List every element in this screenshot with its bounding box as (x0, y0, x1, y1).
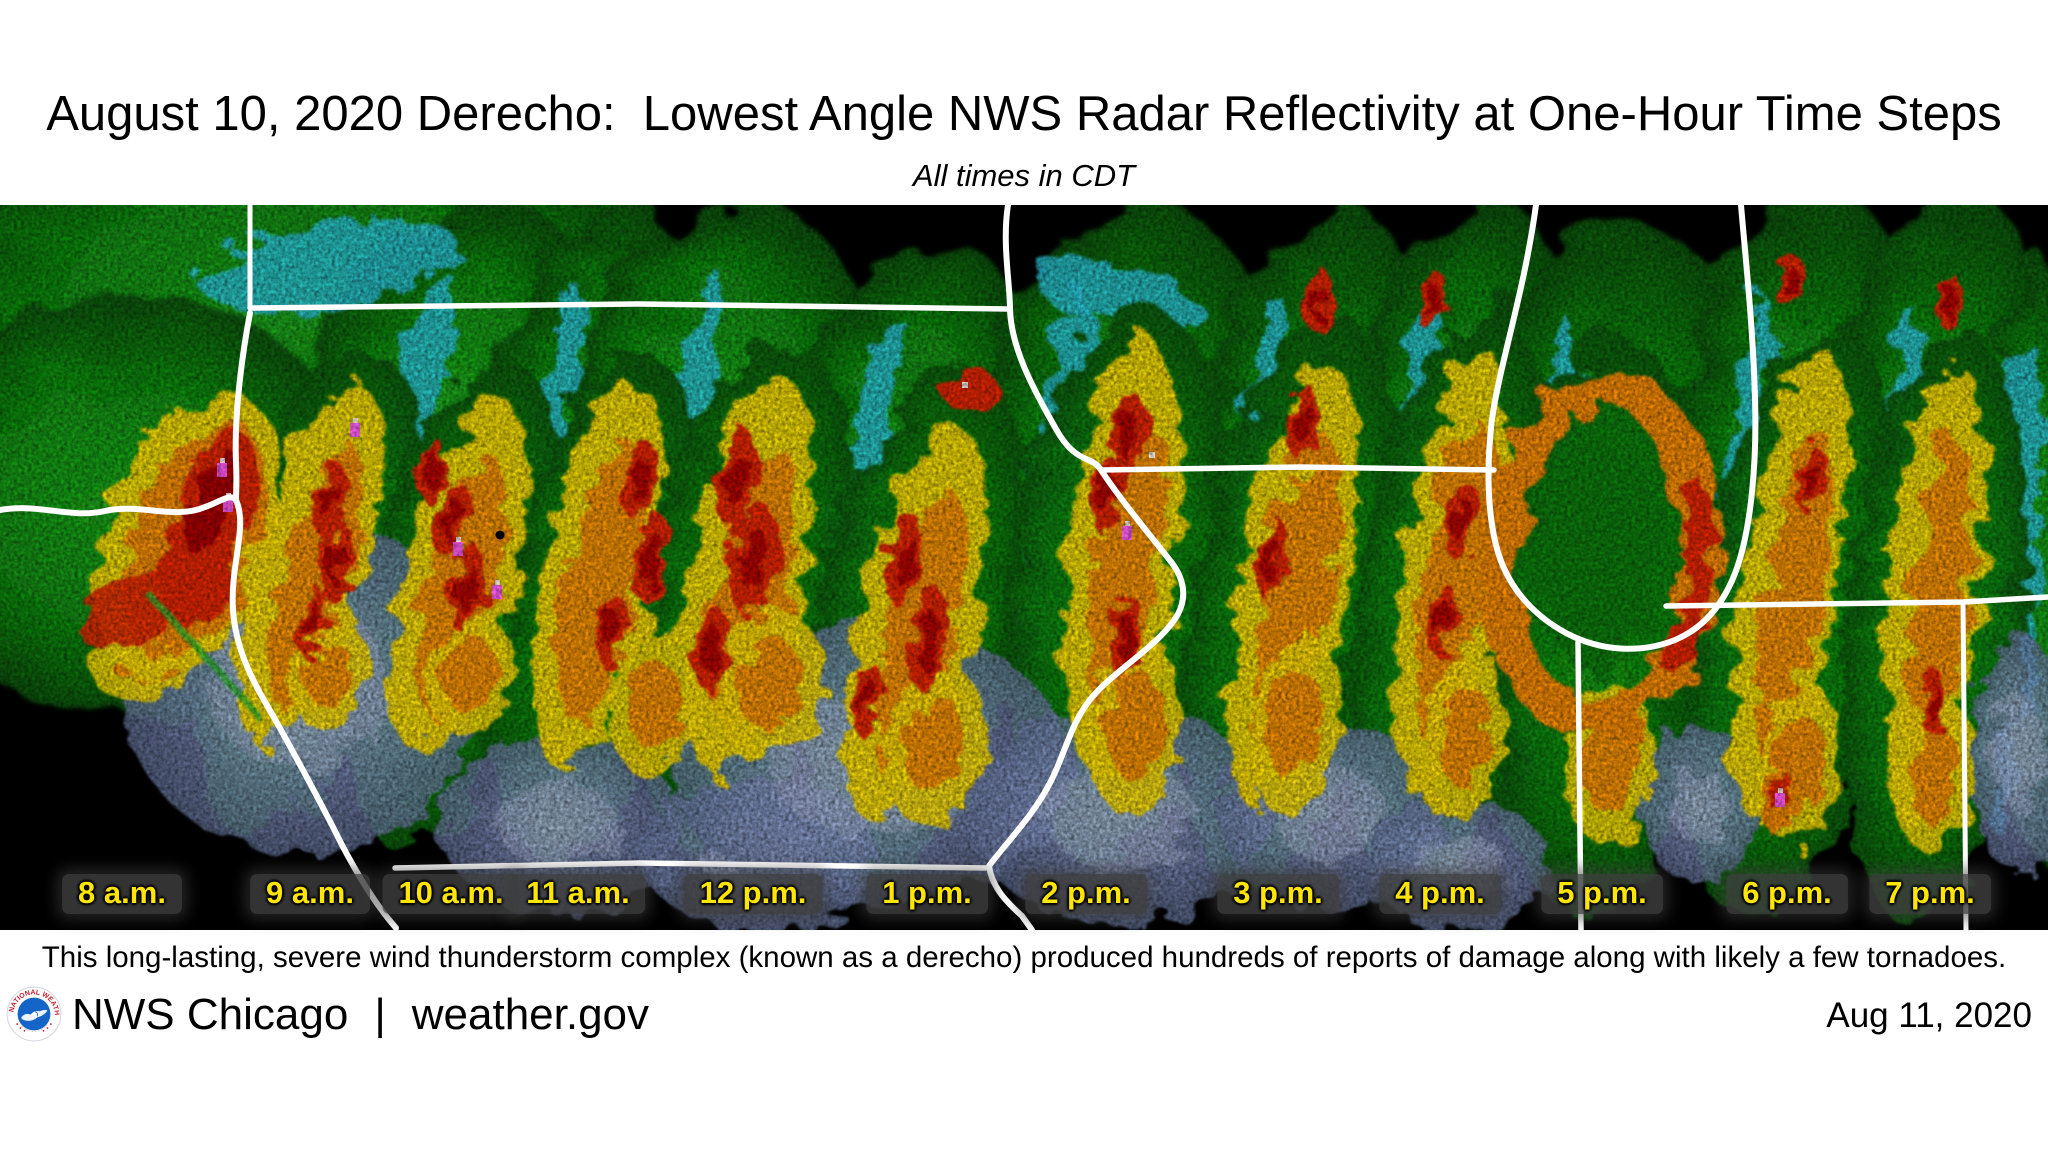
page-title: August 10, 2020 Derecho: Lowest Angle NW… (46, 87, 2002, 141)
time-label-6pm: 6 p.m. (1726, 874, 1848, 914)
border-mn-ia (247, 301, 1011, 312)
radar-noise-texture (0, 205, 2048, 930)
footer-agency: NWS Chicago (72, 990, 349, 1039)
time-label-2pm: 2 p.m. (1025, 874, 1147, 914)
time-label-1pm: 1 p.m. (866, 874, 988, 914)
time-label-10am: 10 a.m. (382, 874, 520, 914)
caption-text: This long-lasting, severe wind thunderst… (41, 941, 2007, 974)
time-label-8am: 8 a.m. (62, 874, 182, 914)
time-label-5pm: 5 p.m. (1541, 874, 1663, 914)
nws-logo-icon: NATIONAL WEATHER SERVICE (6, 986, 62, 1042)
page-subtitle: All times in CDT (912, 158, 1136, 193)
radar-composite-map: 8 a.m. 9 a.m. 10 a.m. 11 a.m. 12 p.m. 1 p.m. 2… (0, 205, 2048, 930)
time-label-3pm: 3 p.m. (1217, 874, 1339, 914)
footer: NATIONAL WEATHER SERVICE NWS Chicago | wea… (0, 984, 2048, 1054)
time-label-11am: 11 a.m. (510, 874, 646, 914)
time-label-12pm: 12 p.m. (683, 874, 823, 914)
radar-reflectivity-canvas (0, 205, 2048, 930)
footer-separator: | (374, 990, 386, 1039)
time-label-4pm: 4 p.m. (1379, 874, 1501, 914)
time-label-9am: 9 a.m. (250, 874, 370, 914)
river-big-sioux (232, 310, 253, 503)
footer-date: Aug 11, 2020 (1826, 996, 2032, 1035)
lake-michigan-shoreline (1485, 205, 1759, 652)
border-ia-mo (392, 860, 988, 871)
footer-site: weather.gov (411, 990, 650, 1039)
footer-branding: NWS Chicago | weather.gov (72, 990, 649, 1040)
time-label-7pm: 7 p.m. (1869, 874, 1991, 914)
state-borders (0, 205, 2048, 930)
border-wi-il (1098, 464, 1497, 473)
river-missouri (0, 494, 399, 930)
river-mississippi (986, 205, 1187, 930)
